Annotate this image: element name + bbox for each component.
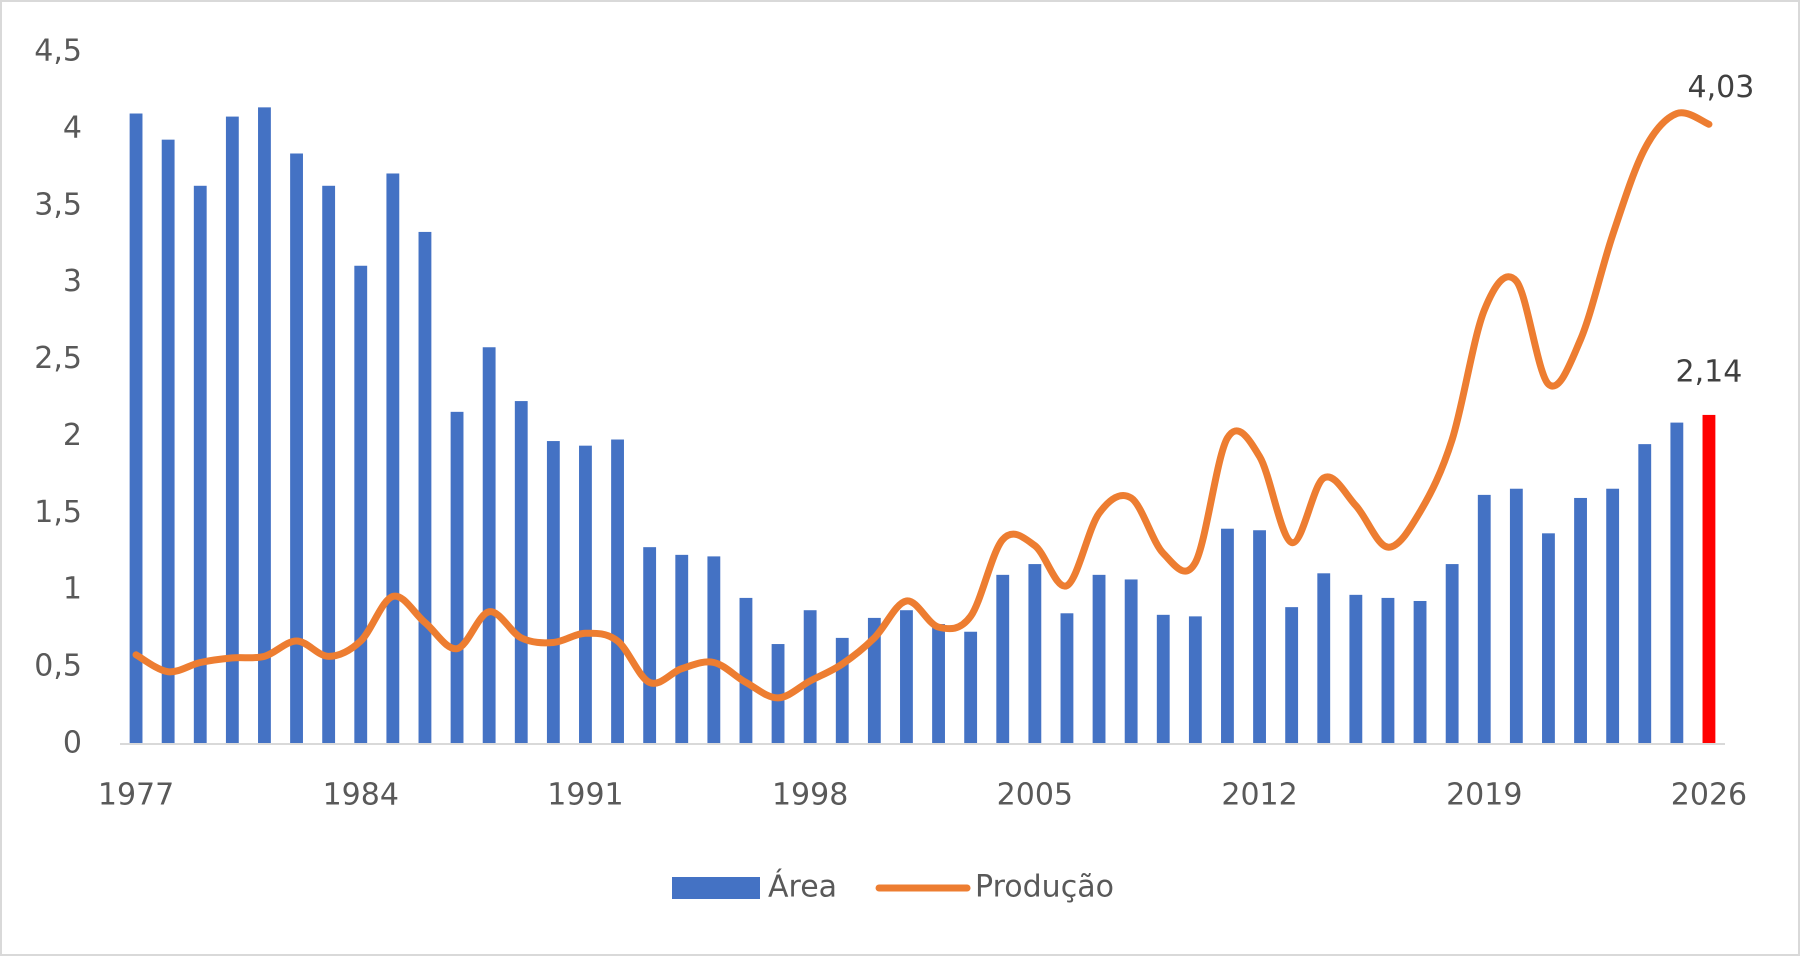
y-tick-label: 4,5 — [34, 34, 82, 69]
bar — [450, 411, 464, 744]
bar — [129, 113, 143, 744]
y-tick-label: 0,5 — [34, 649, 82, 684]
bar — [1413, 600, 1427, 744]
bar — [514, 401, 528, 744]
bar — [290, 153, 303, 744]
bar — [996, 574, 1010, 744]
bar — [1381, 597, 1395, 744]
y-tick-label: 3 — [63, 264, 82, 299]
bar — [418, 231, 432, 745]
bar — [1253, 530, 1266, 744]
value-label: 2,14 — [1676, 354, 1743, 389]
bar — [579, 445, 592, 744]
bar — [1124, 579, 1138, 744]
bar — [611, 439, 624, 744]
bar — [161, 139, 175, 745]
bar — [835, 637, 849, 744]
bar — [1188, 616, 1202, 744]
bar — [1702, 414, 1716, 744]
bar — [1349, 594, 1363, 744]
x-tick-label: 1991 — [547, 778, 623, 813]
bar — [643, 547, 657, 744]
bar — [1221, 528, 1234, 744]
bar — [739, 597, 753, 744]
bar — [386, 173, 400, 745]
bar — [1445, 564, 1459, 744]
bar — [1509, 488, 1523, 744]
bar — [258, 107, 271, 745]
x-tick-label: 2012 — [1221, 778, 1297, 813]
legend-label: Produção — [975, 870, 1114, 905]
x-tick-label: 2005 — [997, 778, 1073, 813]
bar — [1638, 444, 1652, 744]
y-tick-label: 2 — [63, 418, 82, 453]
bar — [546, 441, 560, 744]
x-tick-label: 1977 — [98, 778, 174, 813]
bar — [867, 617, 881, 744]
x-tick-label: 1984 — [323, 778, 399, 813]
bar — [1670, 422, 1684, 744]
bar — [1606, 488, 1620, 744]
bar — [771, 644, 785, 744]
bar — [900, 610, 913, 744]
bar — [964, 631, 978, 744]
bar — [1574, 497, 1587, 744]
bar — [1092, 574, 1106, 744]
bar — [675, 554, 689, 744]
y-tick-label: 2,5 — [34, 341, 82, 376]
bar — [354, 265, 368, 744]
legend-label: Área — [768, 869, 837, 905]
bar — [193, 185, 207, 744]
bar — [1156, 614, 1170, 744]
bar — [707, 556, 721, 744]
line — [132, 109, 1713, 702]
x-tick-label: 2026 — [1671, 778, 1747, 813]
bar — [322, 185, 336, 744]
bar — [932, 624, 945, 744]
bar — [1060, 613, 1074, 744]
value-label: 4,03 — [1688, 70, 1755, 105]
x-tick-label: 2019 — [1446, 778, 1522, 813]
bar — [225, 116, 239, 744]
x-tick-label: 1998 — [772, 778, 848, 813]
y-tick-label: 4 — [63, 110, 82, 145]
bar — [1317, 573, 1331, 744]
y-tick-label: 1,5 — [34, 495, 82, 530]
y-tick-label: 3,5 — [34, 187, 82, 222]
bar — [1285, 607, 1299, 744]
bar — [1477, 494, 1491, 744]
y-tick-label: 1 — [63, 572, 82, 607]
y-tick-label: 0 — [63, 726, 82, 761]
bar — [482, 347, 496, 744]
bar — [1028, 564, 1042, 744]
legend-swatch — [672, 877, 760, 899]
bar — [1542, 533, 1555, 744]
